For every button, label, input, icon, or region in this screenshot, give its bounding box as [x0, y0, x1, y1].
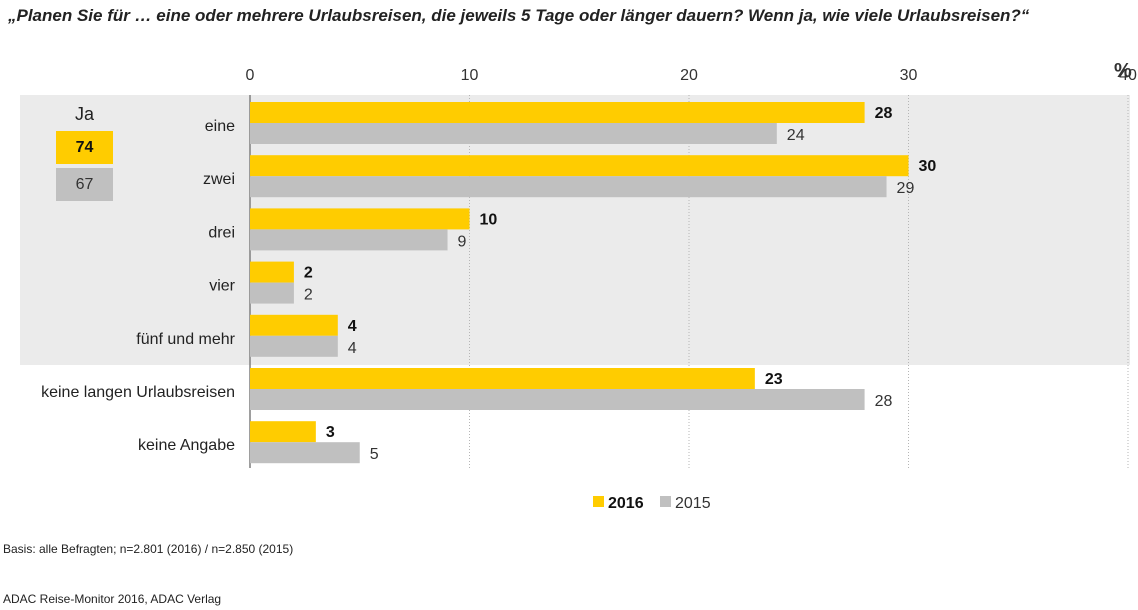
x-tick-label: 10 [461, 67, 479, 84]
data-label-2015: 2 [304, 287, 313, 304]
bar-2016 [250, 208, 470, 230]
unit-label: % [1114, 60, 1132, 82]
bar-2016 [250, 421, 316, 443]
category-label: eine [205, 118, 235, 135]
legend-swatch-2015 [660, 496, 671, 507]
legend-swatch-2016 [593, 496, 604, 507]
data-label-2016: 28 [875, 105, 893, 122]
footnote-basis: Basis: alle Befragten; n=2.801 (2016) / … [3, 542, 294, 556]
legend-label-2016: 2016 [608, 495, 644, 512]
ja-box-title: Ja [74, 104, 94, 124]
data-label-2015: 9 [458, 233, 467, 250]
bar-2015 [250, 389, 865, 410]
category-label: fünf und mehr [136, 331, 235, 348]
bar-2016 [250, 368, 755, 389]
category-label: keine Angabe [138, 437, 235, 454]
bar-2015 [250, 229, 448, 251]
ja-box-value-2016: 74 [56, 131, 113, 164]
data-label-2015: 5 [370, 446, 379, 463]
bar-2015 [250, 442, 360, 464]
x-tick-label: 0 [246, 67, 255, 84]
data-label-2016: 30 [919, 158, 937, 175]
bar-2015 [250, 176, 887, 198]
legend-label-2015: 2015 [675, 495, 711, 512]
data-label-2015: 28 [875, 393, 893, 410]
data-label-2015: 4 [348, 340, 357, 357]
bar-2016 [250, 102, 865, 123]
data-label-2016: 2 [304, 265, 313, 282]
bar-2015 [250, 282, 294, 304]
category-label: zwei [203, 171, 235, 188]
data-label-2016: 23 [765, 371, 783, 388]
chart-title: „Planen Sie für … eine oder mehrere Urla… [8, 6, 1030, 25]
x-tick-label: 20 [680, 67, 698, 84]
bar-2016 [250, 155, 909, 177]
data-label-2016: 10 [480, 211, 498, 228]
bar-2015 [250, 335, 338, 357]
category-label: drei [208, 224, 235, 241]
data-label-2015: 29 [897, 180, 915, 197]
bar-2015 [250, 123, 777, 144]
ja-box-value-2015: 67 [56, 168, 113, 201]
bar-2016 [250, 261, 294, 283]
category-label: vier [209, 278, 235, 295]
data-label-2015: 24 [787, 127, 805, 144]
footnote-source: ADAC Reise-Monitor 2016, ADAC Verlag [3, 592, 222, 606]
x-tick-label: 30 [900, 67, 918, 84]
data-label-2016: 3 [326, 424, 335, 441]
x-tick-label: 40 [1119, 67, 1137, 84]
bar-2016 [250, 314, 338, 336]
data-label-2016: 4 [348, 318, 357, 335]
category-label: keine langen Urlaubsreisen [41, 384, 235, 401]
